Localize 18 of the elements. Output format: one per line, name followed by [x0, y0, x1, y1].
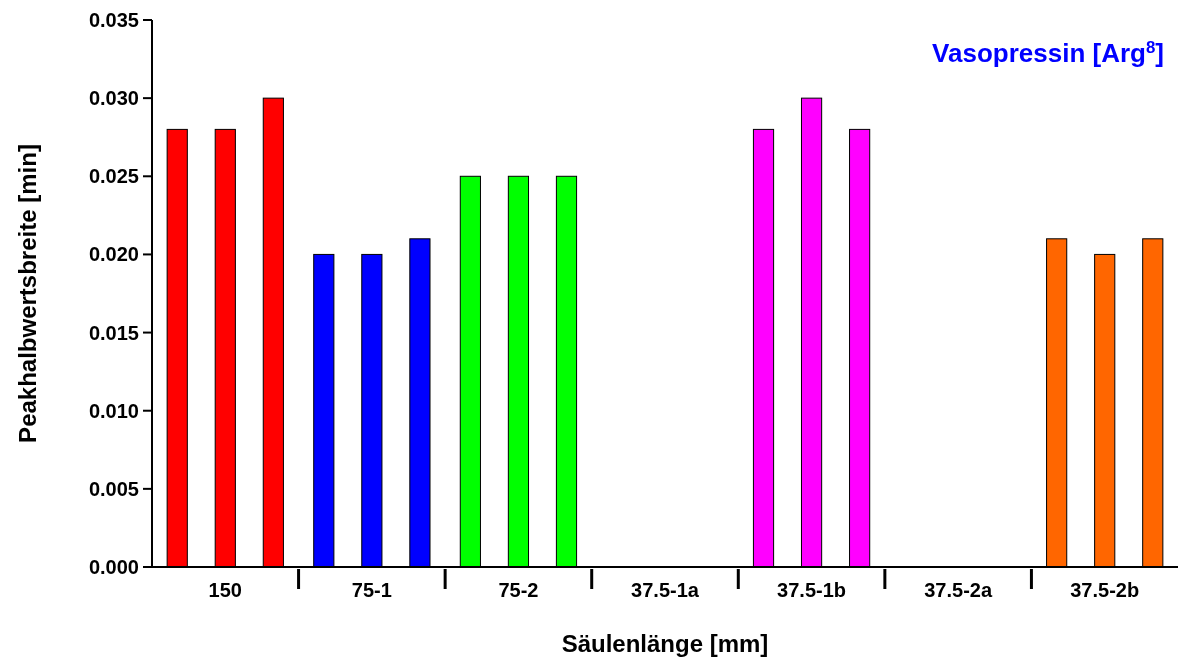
y-tick-label: 0.035 [88, 9, 139, 31]
y-tick-label: 0.025 [88, 165, 139, 188]
y-tick-label: 0.000 [88, 556, 139, 578]
y-tick-label: 0.005 [88, 477, 139, 500]
x-tick-label: 37.5-2b [1070, 579, 1140, 601]
text: Vasopressin [Arg$^{8}$] [932, 37, 1164, 68]
y-axis-title: Peakhalbwertsbreite [min] [14, 144, 41, 443]
x-tick-label: 150 [208, 579, 242, 601]
y-tick-label: 0.020 [88, 243, 139, 266]
x-tick-label: 75-1 [351, 579, 392, 601]
y-tick-label: 0.015 [88, 321, 139, 344]
x-tick-label: 37.5-1b [777, 579, 847, 601]
x-tick-label: 37.5-2a [924, 579, 993, 601]
x-axis-title: Säulenlänge [mm] [561, 630, 769, 657]
y-tick-label: 0.010 [88, 399, 139, 422]
x-tick-label: 37.5-1a [631, 579, 700, 601]
x-tick-label: 75-2 [498, 579, 539, 601]
y-tick-label: 0.030 [88, 87, 139, 110]
